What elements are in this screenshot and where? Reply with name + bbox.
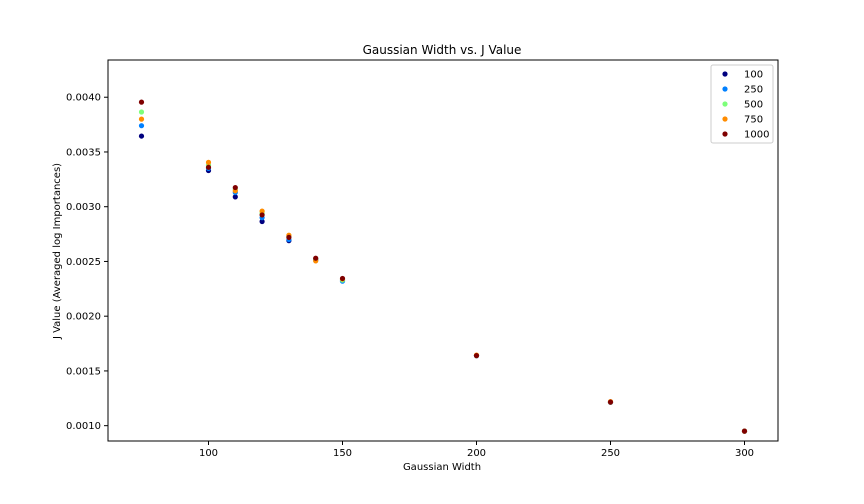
- x-axis: 100 150 200 250 300: [199, 441, 754, 459]
- x-axis-title: Gaussian Width: [403, 462, 481, 473]
- x-tick-label: 200: [467, 448, 486, 459]
- y-tick-label: 0.0010: [66, 421, 101, 432]
- series-1000: [138, 99, 748, 434]
- legend-marker: [722, 116, 728, 122]
- data-point: [138, 109, 145, 115]
- legend-label: 100: [744, 70, 763, 81]
- legend-label: 1000: [744, 130, 769, 141]
- data-point: [138, 123, 145, 129]
- data-point: [205, 159, 212, 165]
- y-tick-label: 0.0015: [66, 366, 101, 377]
- data-point: [138, 116, 145, 122]
- legend-box: [710, 64, 774, 144]
- y-tick-label: 0.0030: [66, 202, 101, 213]
- data-point: [741, 428, 748, 434]
- data-point: [259, 208, 265, 214]
- data-point: [607, 399, 614, 405]
- legend-label: 750: [744, 115, 763, 126]
- x-tick-label: 100: [199, 448, 218, 459]
- plot-frame: [107, 59, 779, 442]
- y-tick-label: 0.0025: [66, 257, 101, 268]
- series-250: [138, 123, 748, 434]
- y-axis-title: J Value (Averaged log Importances): [52, 163, 63, 340]
- chart-title: Gaussian Width vs. J Value: [363, 43, 522, 57]
- legend-item: 750: [722, 115, 763, 126]
- legend-marker: [722, 86, 728, 92]
- y-tick-label: 0.0040: [66, 93, 101, 104]
- data-point: [286, 234, 292, 240]
- data-point: [259, 212, 265, 218]
- series-100: [138, 133, 748, 434]
- series-750: [138, 116, 748, 434]
- data-point: [205, 164, 212, 170]
- data-point: [313, 255, 319, 261]
- x-tick-label: 250: [601, 448, 620, 459]
- legend-marker: [722, 71, 728, 77]
- data-point: [339, 275, 346, 282]
- legend-item: 250: [722, 85, 763, 96]
- legend-marker: [722, 101, 728, 107]
- series-500: [138, 109, 748, 434]
- plot-area: [138, 99, 748, 434]
- legend-item: 100: [722, 70, 763, 81]
- data-point: [138, 133, 145, 139]
- legend-item: 500: [722, 100, 763, 111]
- x-tick-label: 150: [333, 448, 352, 459]
- legend-item: 1000: [722, 130, 769, 141]
- data-point: [232, 194, 238, 200]
- legend: 100 250 500 750 1000: [710, 64, 774, 144]
- legend-marker: [722, 131, 728, 137]
- y-tick-label: 0.0035: [66, 147, 101, 158]
- data-point: [138, 99, 145, 105]
- y-axis: 0.0010 0.0015 0.0020 0.0025 0.0030 0.0035 0.00…: [66, 93, 108, 432]
- legend-label: 500: [744, 100, 763, 111]
- data-point: [473, 353, 480, 359]
- y-tick-label: 0.0020: [66, 312, 101, 323]
- data-point: [232, 184, 238, 191]
- legend-label: 250: [744, 85, 763, 96]
- x-tick-label: 300: [735, 448, 754, 459]
- data-point: [259, 218, 265, 225]
